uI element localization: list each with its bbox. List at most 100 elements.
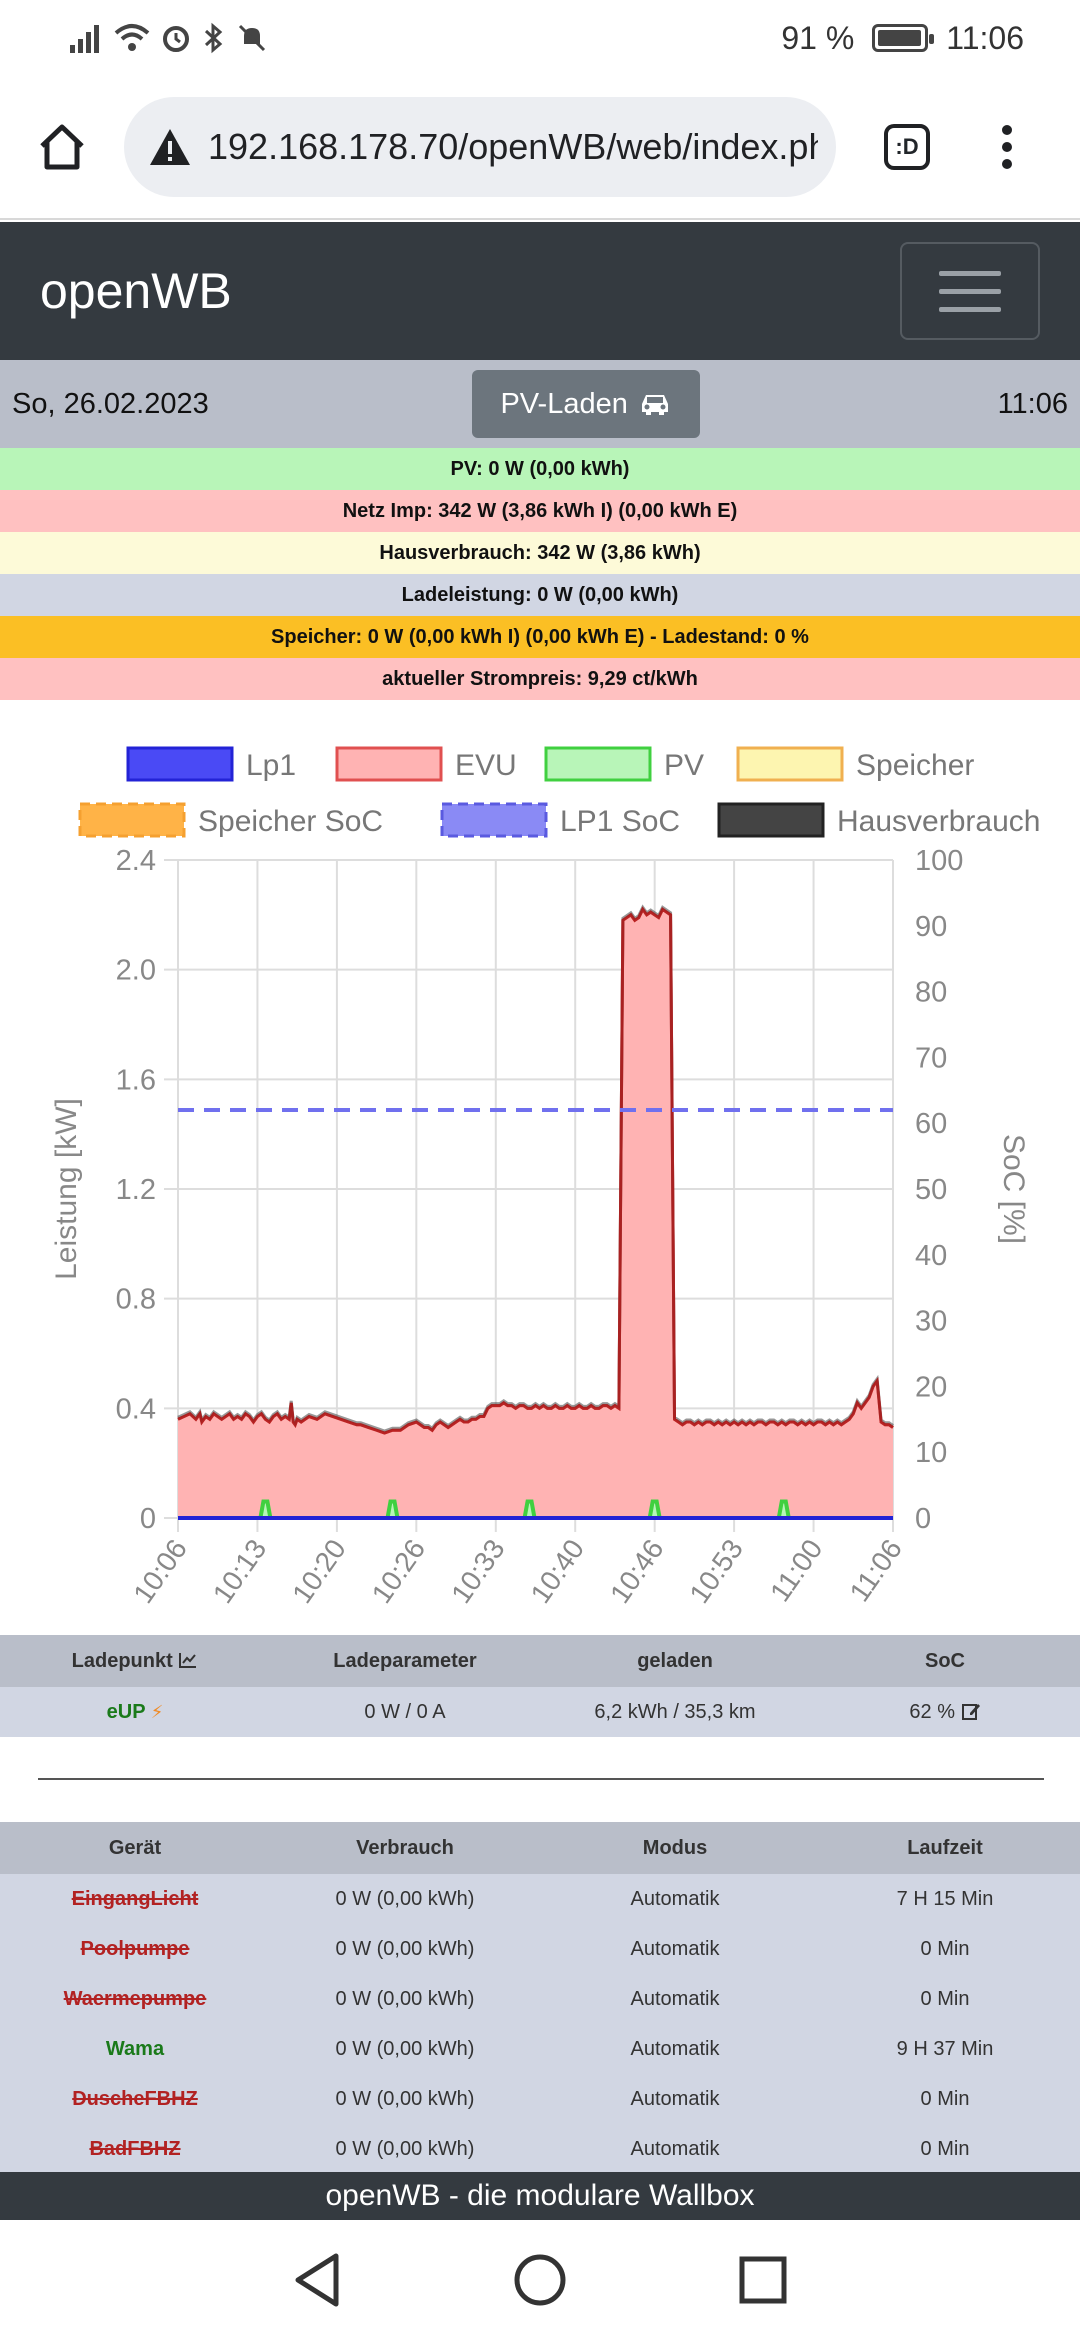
y-tick-label-6: 2.4 [116,845,156,877]
device-usage: 0 W (0,00 kWh) [335,2037,475,2060]
y-tick-label-5: 2.0 [116,955,156,987]
legend-swatch-4 [78,802,186,838]
battery-percent: 91 % [781,19,855,56]
y-axis-title: Leistung [kW] [50,1098,83,1280]
evu-line-dark [177,906,894,1435]
battery-icon [872,24,935,52]
y2-tick-label-6: 60 [915,1108,947,1140]
address-bar[interactable]: 192.168.178.70/openWB/web/index.ph [124,97,836,197]
device-runtime: 0 Min [920,2137,970,2160]
grid-import-status-row: Netz Imp: 342 W (3,86 kWh I) (0,00 kWh E… [0,490,1080,532]
smarthome-device-table: Gerät Verbrauch Modus Laufzeit EingangLi… [0,1822,1080,2174]
table-row: BadFBHZ 0 W (0,00 kWh) Automatik 0 Min [0,2124,1080,2174]
header-soc: SoC [925,1649,965,1672]
chargepoint-name[interactable]: eUP ⚡ [106,1700,164,1723]
table-row: Poolpumpe 0 W (0,00 kWh) Automatik 0 Min [0,1924,1080,1974]
device-mode: Automatik [630,2087,720,2110]
x-tick-label-4: 10:33 [445,1534,511,1609]
signal-icon [70,25,99,53]
table-row: eUP ⚡ 0 W / 0 A 6,2 kWh / 35,3 km 62 % [0,1687,1080,1737]
nav-menu-toggle[interactable] [900,242,1040,340]
header-laufzeit: Laufzeit [907,1836,983,1859]
header-ladepunkt[interactable]: Ladepunkt [0,1650,270,1673]
legend-swatch-6 [717,802,825,838]
device-name[interactable]: Wama [105,2037,165,2060]
pv-peak-4 [776,1499,791,1519]
pv-peak-1 [385,1499,400,1519]
home-button[interactable] [30,115,94,179]
device-runtime: 7 H 15 Min [896,1887,994,1910]
current-date: So, 26.02.2023 [12,387,209,420]
y-tick-label-2: 0.8 [116,1284,156,1316]
y-tick-label-3: 1.2 [116,1174,156,1206]
section-divider [38,1778,1044,1780]
device-name[interactable]: DuscheFBHZ [72,2087,198,2110]
legend-label-3: Speicher [856,749,974,782]
home-icon [40,124,84,170]
y2-tick-label-5: 50 [915,1174,947,1206]
wifi-icon [114,24,150,51]
chargepoint-soc[interactable]: 62 % [810,1701,1080,1724]
x-tick-label-3: 10:26 [366,1534,432,1609]
device-mode: Automatik [630,1937,720,1960]
legend-label-4: Speicher SoC [198,805,383,838]
legend-swatch-5 [440,802,548,838]
device-table-header: Gerät Verbrauch Modus Laufzeit [0,1822,1080,1874]
charge-mode-label: PV-Laden [500,387,628,420]
device-name[interactable]: Poolpumpe [80,1937,190,1960]
power-chart[interactable]: Lp1 EVU PV Speicher Speicher SoC LP1 SoC Hausv… [0,722,1080,1642]
device-name[interactable]: EingangLicht [71,1887,199,1910]
chart-line-icon[interactable] [178,1651,198,1669]
clock: 11:06 [946,19,1024,56]
browser-menu-button[interactable] [1002,125,1012,169]
home-circle-icon[interactable] [512,2252,568,2308]
storage-status-row: Speicher: 0 W (0,00 kWh I) (0,00 kWh E) … [0,616,1080,658]
y2-axis-title: SoC [%] [997,1134,1030,1244]
device-runtime: 0 Min [920,1987,970,2010]
electricity-price-status-row: aktueller Strompreis: 9,29 ct/kWh [0,658,1080,700]
y-tick-label-1: 0.4 [116,1393,156,1425]
table-row: Waermepumpe 0 W (0,00 kWh) Automatik 0 M… [0,1974,1080,2024]
current-time: 11:06 [997,387,1068,420]
x-tick-label-9: 11:06 [844,1534,908,1607]
legend-label-6: Hausverbrauch [837,805,1040,838]
status-bar: 91 % 11:06 [0,0,1080,76]
device-usage: 0 W (0,00 kWh) [335,1937,475,1960]
y2-tick-label-0: 0 [915,1503,931,1535]
x-tick-label-1: 10:13 [207,1534,273,1609]
warning-icon[interactable] [148,127,192,167]
table-row: EingangLicht 0 W (0,00 kWh) Automatik 7 … [0,1874,1080,1924]
pv-status-row: PV: 0 W (0,00 kWh) [0,448,1080,490]
pv-peak-3 [647,1499,662,1519]
car-icon [641,395,668,415]
device-table-body: EingangLicht 0 W (0,00 kWh) Automatik 7 … [0,1874,1080,2174]
url-text[interactable]: 192.168.178.70/openWB/web/index.ph [208,126,818,167]
y2-tick-label-1: 10 [915,1437,947,1469]
device-runtime: 9 H 37 Min [896,2037,994,2060]
bluetooth-icon [204,22,223,54]
pv-peak-0 [258,1499,273,1519]
brand-logo[interactable]: openWB [40,263,232,319]
y2-tick-label-4: 40 [915,1240,947,1272]
tab-switcher-button[interactable]: :D [884,124,930,170]
chargepoint-table-header: Ladepunkt Ladeparameter geladen SoC [0,1635,1080,1687]
y2-tick-label-3: 30 [915,1306,947,1338]
y2-tick-label-10: 100 [915,845,963,877]
device-name[interactable]: BadFBHZ [89,2137,181,2160]
device-mode: Automatik [630,2137,720,2160]
y2-tick-label-9: 90 [915,911,947,943]
system-navigation-bar [0,2220,1080,2340]
y2-tick-label-2: 20 [915,1371,947,1403]
legend-label-5: LP1 SoC [560,805,680,838]
info-bar: So, 26.02.2023 PV-Laden 11:06 [0,360,1080,448]
edit-icon[interactable] [961,1701,981,1721]
plug-icon: ⚡ [150,1701,164,1722]
back-icon[interactable] [292,2252,342,2308]
device-name[interactable]: Waermepumpe [63,1987,207,2010]
app-navbar: openWB [0,222,1080,360]
recents-icon[interactable] [738,2255,788,2305]
browser-toolbar: 192.168.178.70/openWB/web/index.ph :D [0,76,1080,220]
mute-icon [238,24,266,52]
charge-mode-button[interactable]: PV-Laden [472,370,700,438]
y-tick-label-4: 1.6 [116,1064,156,1096]
